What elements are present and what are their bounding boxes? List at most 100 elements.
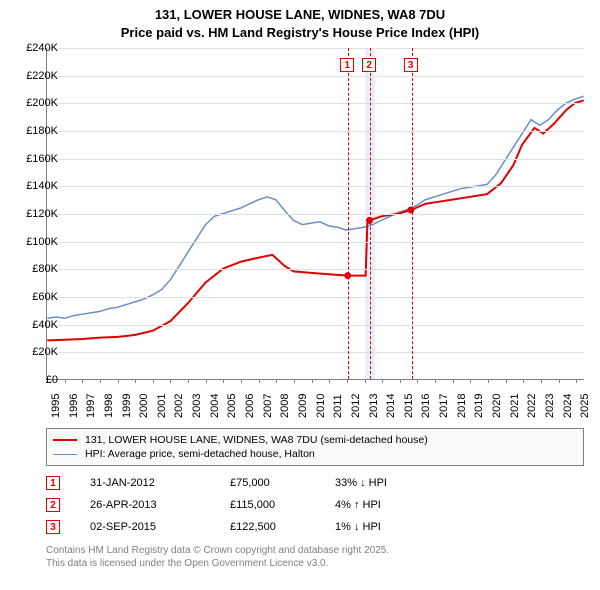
x-axis-label: 1996 xyxy=(68,394,80,418)
x-axis-label: 2018 xyxy=(456,394,468,418)
x-tick xyxy=(100,379,101,383)
x-axis-label: 2020 xyxy=(491,394,503,418)
x-axis-label: 2021 xyxy=(509,394,521,418)
x-tick xyxy=(576,379,577,383)
plot-area: 12 3 xyxy=(46,48,584,380)
x-axis-label: 1995 xyxy=(50,394,62,418)
x-axis-label: 2010 xyxy=(315,394,327,418)
y-axis-label: £240K xyxy=(26,42,58,54)
x-tick xyxy=(541,379,542,383)
x-tick xyxy=(276,379,277,383)
x-axis-label: 2006 xyxy=(244,394,256,418)
transaction-marker: 3 xyxy=(46,520,60,534)
y-axis-label: £220K xyxy=(26,70,58,82)
transaction-marker: 2 xyxy=(46,498,60,512)
gridline-y xyxy=(47,242,584,243)
x-axis-label: 2023 xyxy=(544,394,556,418)
x-tick xyxy=(559,379,560,383)
transaction-hpi-diff: 33% ↓ HPI xyxy=(335,477,455,489)
x-tick xyxy=(382,379,383,383)
x-tick xyxy=(82,379,83,383)
title-line1: 131, LOWER HOUSE LANE, WIDNES, WA8 7DU xyxy=(155,7,445,22)
title-line2: Price paid vs. HM Land Registry's House … xyxy=(121,25,480,40)
x-tick xyxy=(435,379,436,383)
x-tick xyxy=(470,379,471,383)
x-tick xyxy=(400,379,401,383)
y-axis-label: £0 xyxy=(46,374,58,386)
x-axis-label: 2007 xyxy=(262,394,274,418)
annotation-marker: 3 xyxy=(404,58,418,72)
x-tick xyxy=(206,379,207,383)
x-tick xyxy=(365,379,366,383)
x-tick xyxy=(223,379,224,383)
annotation-vline xyxy=(348,48,349,379)
transaction-hpi-diff: 4% ↑ HPI xyxy=(335,499,455,511)
x-tick xyxy=(118,379,119,383)
transaction-price: £75,000 xyxy=(230,477,335,489)
legend-box: 131, LOWER HOUSE LANE, WIDNES, WA8 7DU (… xyxy=(46,428,584,466)
legend-row: 131, LOWER HOUSE LANE, WIDNES, WA8 7DU (… xyxy=(53,433,577,447)
x-axis-label: 2025 xyxy=(579,394,591,418)
transaction-price: £122,500 xyxy=(230,521,335,533)
y-axis-label: £120K xyxy=(26,208,58,220)
x-axis-label: 1998 xyxy=(103,394,115,418)
transaction-row: 2 26-APR-2013£115,0004% ↑ HPI xyxy=(46,494,455,516)
gridline-y xyxy=(47,297,584,298)
legend-row: HPI: Average price, semi-detached house,… xyxy=(53,447,577,461)
attribution-footer: Contains HM Land Registry data © Crown c… xyxy=(46,544,389,570)
annotation-vline xyxy=(370,48,371,379)
chart-container: 131, LOWER HOUSE LANE, WIDNES, WA8 7DU P… xyxy=(0,0,600,590)
y-axis-label: £60K xyxy=(32,291,58,303)
transaction-date: 31-JAN-2012 xyxy=(90,477,230,489)
x-tick xyxy=(488,379,489,383)
x-tick xyxy=(241,379,242,383)
transaction-row: 302-SEP-2015£122,5001% ↓ HPI xyxy=(46,516,455,538)
gridline-y xyxy=(47,352,584,353)
gridline-y xyxy=(47,159,584,160)
y-axis-label: £160K xyxy=(26,153,58,165)
transactions-table: 131-JAN-2012£75,00033% ↓ HPI226-APR-2013… xyxy=(46,472,455,538)
gridline-y xyxy=(47,131,584,132)
x-axis-label: 2012 xyxy=(350,394,362,418)
gridline-y xyxy=(47,103,584,104)
legend-swatch xyxy=(53,439,77,441)
x-tick xyxy=(135,379,136,383)
y-axis-label: £180K xyxy=(26,125,58,137)
x-axis-label: 2002 xyxy=(173,394,185,418)
y-axis-label: £200K xyxy=(26,97,58,109)
x-axis-label: 2001 xyxy=(156,394,168,418)
x-tick xyxy=(347,379,348,383)
y-axis-label: £40K xyxy=(32,319,58,331)
y-axis-label: £100K xyxy=(26,236,58,248)
x-axis-label: 2004 xyxy=(209,394,221,418)
x-axis-label: 2005 xyxy=(226,394,238,418)
series-line xyxy=(47,96,583,318)
x-tick xyxy=(523,379,524,383)
gridline-y xyxy=(47,186,584,187)
gridline-y xyxy=(47,325,584,326)
x-axis-label: 2019 xyxy=(473,394,485,418)
x-axis-label: 2015 xyxy=(403,394,415,418)
x-tick xyxy=(170,379,171,383)
x-tick xyxy=(417,379,418,383)
chart-title: 131, LOWER HOUSE LANE, WIDNES, WA8 7DU P… xyxy=(0,0,600,41)
y-axis-label: £20K xyxy=(32,346,58,358)
y-axis-label: £140K xyxy=(26,180,58,192)
x-tick xyxy=(312,379,313,383)
y-axis-label: £80K xyxy=(32,263,58,275)
x-axis-label: 2022 xyxy=(526,394,538,418)
transaction-date: 26-APR-2013 xyxy=(90,499,230,511)
annotation-marker: 2 xyxy=(362,58,376,72)
transaction-price: £115,000 xyxy=(230,499,335,511)
x-tick xyxy=(188,379,189,383)
x-axis-label: 2008 xyxy=(279,394,291,418)
x-axis-label: 2000 xyxy=(138,394,150,418)
x-axis-label: 1997 xyxy=(85,394,97,418)
legend-label: HPI: Average price, semi-detached house,… xyxy=(85,448,315,460)
x-tick xyxy=(329,379,330,383)
annotation-marker: 1 xyxy=(340,58,354,72)
x-axis-label: 2009 xyxy=(297,394,309,418)
footer-line1: Contains HM Land Registry data © Crown c… xyxy=(46,545,389,556)
transaction-hpi-diff: 1% ↓ HPI xyxy=(335,521,455,533)
x-axis-label: 2017 xyxy=(438,394,450,418)
